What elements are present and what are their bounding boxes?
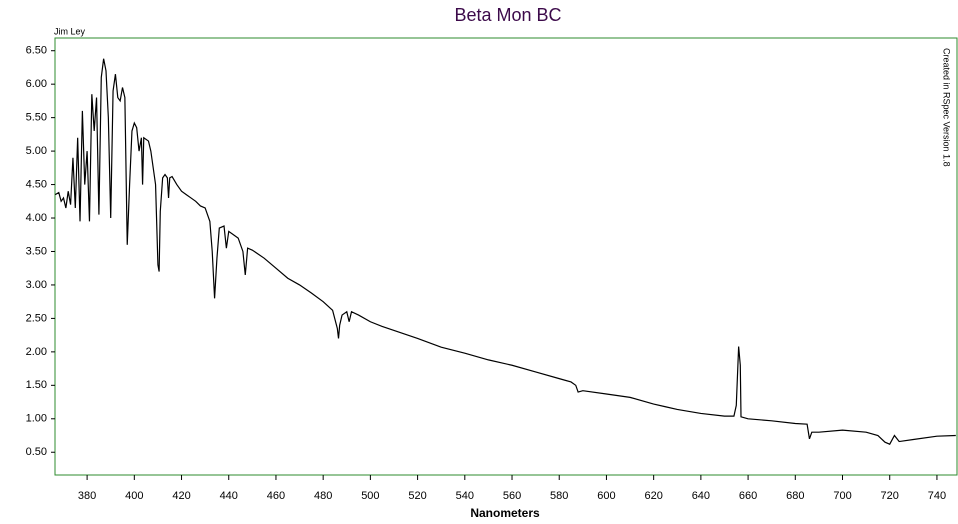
- x-tick-label: 520: [408, 490, 426, 502]
- x-axis-label: Nanometers: [470, 506, 540, 520]
- y-tick-label: 5.50: [26, 112, 47, 124]
- x-tick-label: 680: [786, 490, 804, 502]
- x-tick-label: 660: [739, 490, 757, 502]
- y-tick-label: 6.50: [26, 45, 47, 57]
- x-tick-label: 640: [692, 490, 710, 502]
- x-tick-label: 400: [125, 490, 143, 502]
- y-tick-label: 4.50: [26, 178, 47, 190]
- x-tick-label: 480: [314, 490, 332, 502]
- y-tick-label: 6.00: [26, 78, 47, 90]
- x-tick-label: 560: [503, 490, 521, 502]
- x-tick-label: 580: [550, 490, 568, 502]
- spectrum-line: [54, 58, 956, 445]
- x-tick-label: 540: [456, 490, 474, 502]
- plot-frame: [54, 37, 958, 476]
- y-tick-label: 1.00: [26, 413, 47, 425]
- chart-title: Beta Mon BC: [454, 5, 561, 25]
- x-tick-label: 740: [928, 490, 946, 502]
- y-tick-label: 5.00: [26, 145, 47, 157]
- y-tick-label: 0.50: [26, 446, 47, 458]
- x-tick-label: 460: [267, 490, 285, 502]
- y-tick-label: 3.00: [26, 279, 47, 291]
- y-tick-label: 1.50: [26, 379, 47, 391]
- y-tick-label: 4.00: [26, 212, 47, 224]
- y-tick-label: 2.00: [26, 346, 47, 358]
- x-tick-label: 600: [597, 490, 615, 502]
- x-tick-label: 700: [833, 490, 851, 502]
- y-tick-label: 2.50: [26, 312, 47, 324]
- x-tick-label: 500: [361, 490, 379, 502]
- x-tick-label: 420: [172, 490, 190, 502]
- y-tick-label: 3.50: [26, 245, 47, 257]
- x-tick-label: 440: [220, 490, 238, 502]
- author-note: Jim Ley: [54, 26, 86, 36]
- x-tick-label: 380: [78, 490, 96, 502]
- x-tick-label: 720: [881, 490, 899, 502]
- software-note: Created in RSpec Version 1.8: [942, 48, 952, 167]
- x-tick-label: 620: [644, 490, 662, 502]
